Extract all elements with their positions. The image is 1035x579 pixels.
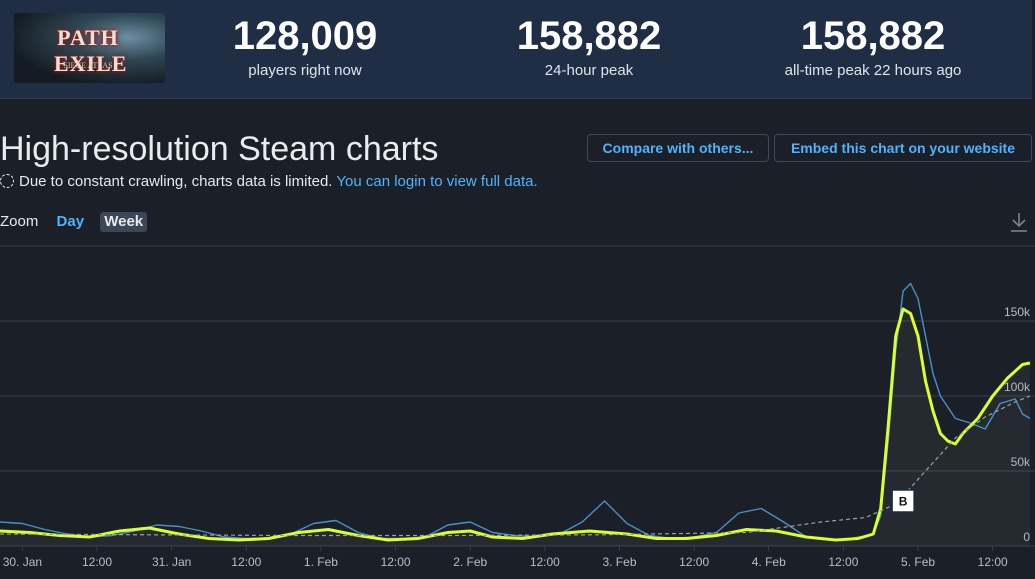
x-tick-label: 12:00 (828, 555, 858, 569)
event-flag-label: B (899, 495, 908, 509)
series-line-players (0, 282, 1031, 541)
login-link[interactable]: You can login to view full data. (336, 173, 538, 190)
x-tick-label: 12:00 (82, 555, 112, 569)
series-line-trend (0, 395, 1031, 537)
x-tick-label: 12:00 (231, 555, 261, 569)
data-limited-notice: Due to constant crawling, charts data is… (0, 172, 538, 192)
zoom-label: Zoom (0, 213, 39, 230)
game-logo[interactable]: PATH EXILE SIEGE ATLAS (14, 13, 165, 83)
stat-all-time-peak: 158,882 all-time peak 22 hours ago (748, 14, 998, 81)
x-tick-label: 12:00 (381, 555, 411, 569)
stat-label: 24-hour peak (544, 62, 634, 79)
stats-header: PATH EXILE SIEGE ATLAS 128,009 players r… (0, 0, 1032, 99)
x-tick-label: 30. Jan (3, 555, 42, 569)
dashed-circle-icon (0, 174, 14, 188)
x-tick-label: 12:00 (530, 555, 560, 569)
stat-players-now: 128,009 players right now (180, 14, 430, 81)
y-tick-label: 150k (1004, 305, 1031, 319)
y-tick-label: 50k (1011, 455, 1031, 469)
average-area (0, 309, 1030, 546)
x-tick-label: 31. Jan (152, 555, 191, 569)
y-tick-label: 100k (1004, 380, 1031, 394)
event-flag[interactable] (891, 489, 915, 513)
x-tick-label: 12:00 (679, 555, 709, 569)
series-line-average (0, 307, 1031, 542)
page-title: High-resolution Steam charts (0, 130, 439, 168)
x-tick-label: 4. Feb (752, 555, 786, 569)
zoom-day-button[interactable]: Day (56, 213, 85, 230)
stat-value: 158,882 (800, 14, 946, 58)
download-icon[interactable] (1008, 210, 1030, 234)
y-tick-label: 0 (1023, 530, 1030, 544)
stat-value: 158,882 (516, 14, 662, 58)
stat-label: all-time peak 22 hours ago (784, 62, 962, 79)
stat-label: players right now (248, 62, 362, 79)
x-tick-label: 12:00 (978, 555, 1008, 569)
zoom-week-button[interactable]: Week (100, 212, 148, 232)
x-tick-label: 3. Feb (602, 555, 636, 569)
x-tick-label: 2. Feb (453, 555, 487, 569)
zoom-controls: Zoom Day Week (0, 212, 148, 232)
x-tick-label: 1. Feb (304, 555, 338, 569)
player-count-chart[interactable]: 0 50k 100k 150k 30. Jan 12:00 31. Jan 12:00 1. F… (0, 238, 1035, 579)
embed-chart-button[interactable]: Embed this chart on your website (774, 134, 1032, 162)
notice-text: Due to constant crawling, charts data is… (19, 173, 333, 190)
stat-24h-peak: 158,882 24-hour peak (464, 14, 714, 81)
stat-value: 128,009 (232, 14, 378, 58)
compare-button[interactable]: Compare with others... (587, 134, 769, 162)
x-tick-label: 5. Feb (901, 555, 935, 569)
logo-subtitle: SIEGE ATLAS (63, 61, 113, 70)
logo-title: PATH EXILE (54, 25, 128, 76)
